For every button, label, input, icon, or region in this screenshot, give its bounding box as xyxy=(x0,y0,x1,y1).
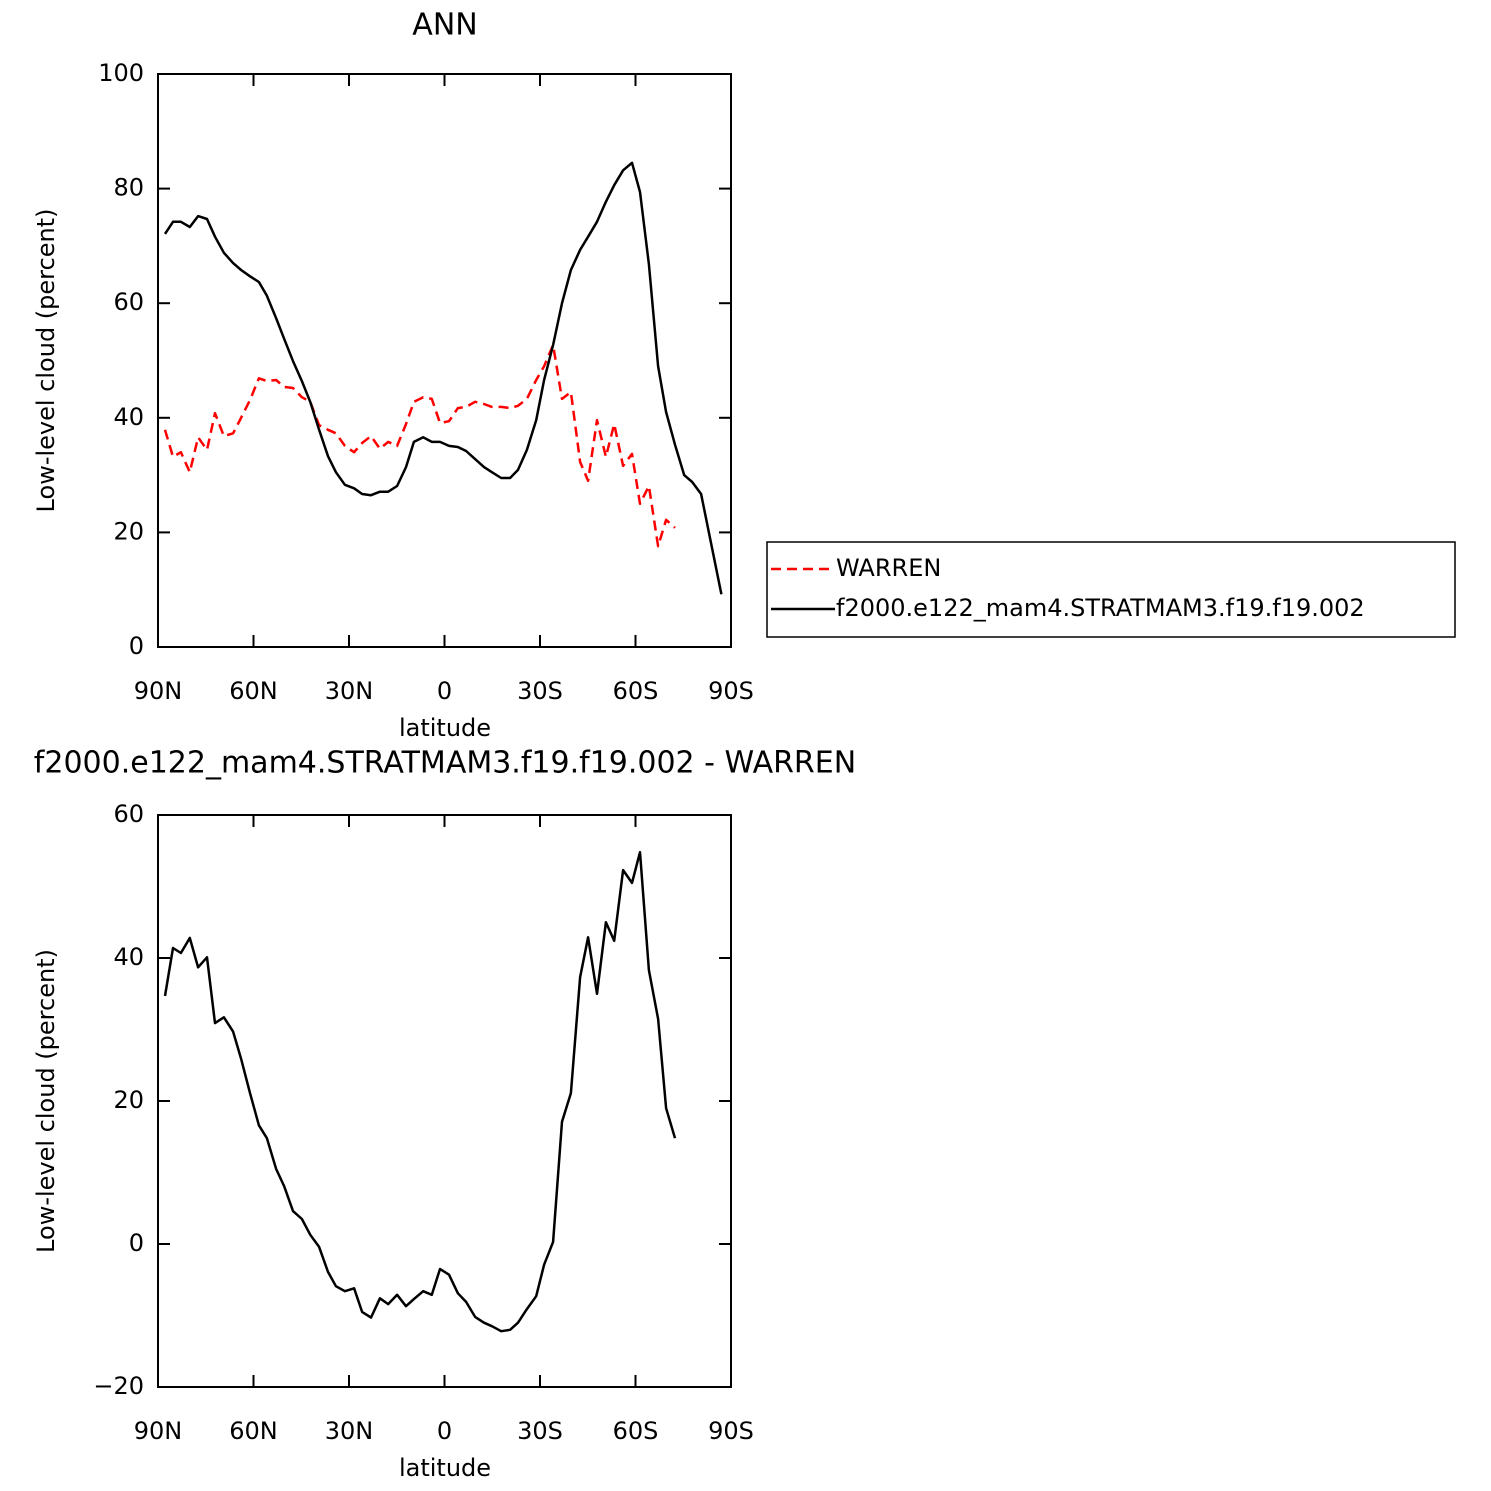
chart-title: f2000.e122_mam4.STRATMAM3.f19.f19.002 - … xyxy=(34,746,856,781)
y-tick-label: 40 xyxy=(113,943,144,971)
x-tick-label: 90S xyxy=(708,1417,754,1445)
x-tick-label: 60N xyxy=(229,1417,278,1445)
x-tick-label: 60S xyxy=(613,677,659,705)
y-tick-label: 0 xyxy=(129,632,144,660)
y-axis-label: Low-level cloud (percent) xyxy=(32,949,60,1253)
series-line xyxy=(163,343,676,548)
x-tick-label: 90N xyxy=(134,677,183,705)
series-line xyxy=(163,161,723,595)
plot-frame xyxy=(157,814,732,1388)
x-tick-label: 30N xyxy=(325,1417,374,1445)
y-tick-label: 100 xyxy=(98,59,144,87)
series-line xyxy=(163,850,677,1333)
x-tick-label: 90N xyxy=(134,1417,183,1445)
y-tick-label: 80 xyxy=(113,174,144,202)
x-tick-label: 0 xyxy=(437,1417,452,1445)
y-tick-label: 20 xyxy=(113,1086,144,1114)
legend-label: f2000.e122_mam4.STRATMAM3.f19.f19.002 xyxy=(836,594,1365,622)
plot-frame xyxy=(157,73,732,648)
y-tick-label: 20 xyxy=(113,517,144,545)
x-tick-label: 30S xyxy=(517,677,563,705)
y-tick-label: 0 xyxy=(129,1229,144,1257)
legend-box xyxy=(766,541,1456,638)
y-axis-label: Low-level cloud (percent) xyxy=(32,209,60,513)
x-axis-label: latitude xyxy=(399,714,491,742)
x-tick-label: 0 xyxy=(437,677,452,705)
legend-label: WARREN xyxy=(836,554,941,582)
y-tick-label: 60 xyxy=(113,800,144,828)
x-axis-label: latitude xyxy=(399,1454,491,1482)
x-tick-label: 30S xyxy=(517,1417,563,1445)
x-tick-label: 30N xyxy=(325,677,374,705)
y-tick-label: −20 xyxy=(93,1372,144,1400)
y-tick-label: 60 xyxy=(113,288,144,316)
y-tick-label: 40 xyxy=(113,403,144,431)
x-tick-label: 60S xyxy=(613,1417,659,1445)
x-tick-label: 90S xyxy=(708,677,754,705)
x-tick-label: 60N xyxy=(229,677,278,705)
chart-title: ANN xyxy=(412,8,477,43)
